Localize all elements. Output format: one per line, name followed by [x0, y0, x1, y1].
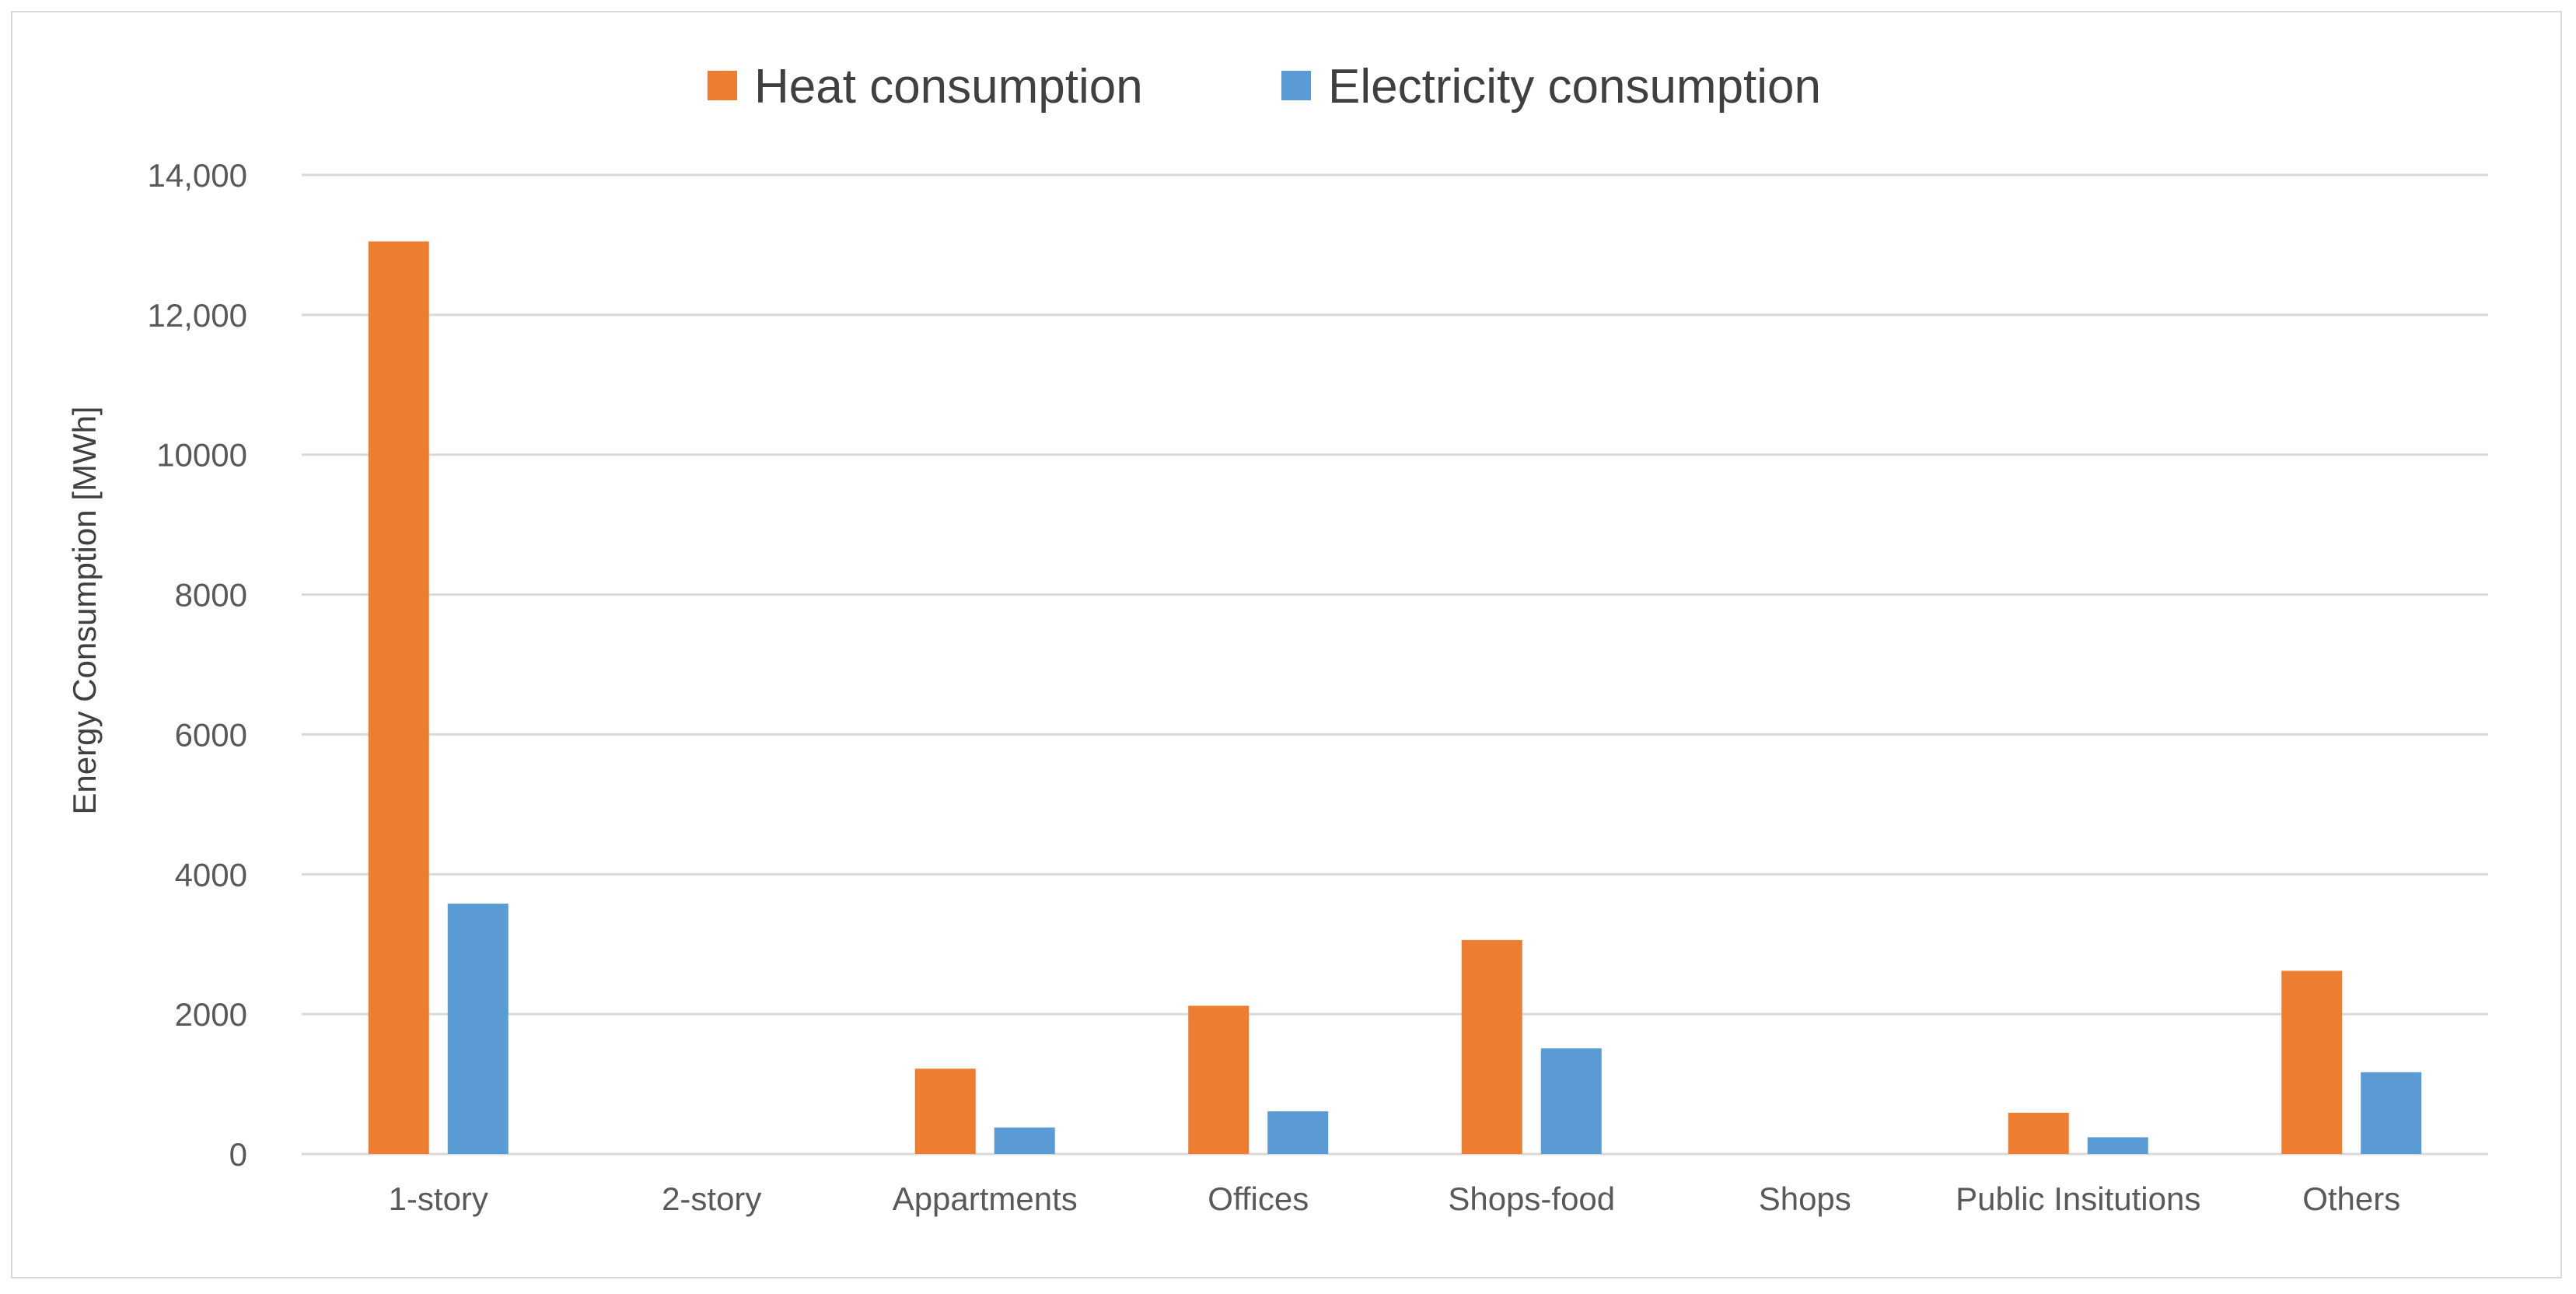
- legend-swatch-electricity: [1281, 71, 1311, 100]
- legend-label-heat: Heat consumption: [754, 60, 1143, 114]
- gridlines: [302, 173, 2488, 1156]
- bar-electricity: [2087, 1137, 2148, 1154]
- y-tick-label: 12,000: [148, 297, 247, 334]
- bar-electricity: [994, 1127, 1055, 1154]
- bar-heat: [1188, 1005, 1250, 1154]
- y-tick-label: 0: [229, 1136, 247, 1173]
- y-tick-label: 2000: [175, 996, 247, 1033]
- bar-heat: [2008, 1112, 2069, 1154]
- legend: Heat consumption Electricity consumption: [708, 60, 1821, 114]
- x-tick-label: Offices: [1208, 1180, 1309, 1217]
- bar-electricity: [2361, 1072, 2422, 1154]
- y-axis-title: Energy Consumption [MWh]: [66, 406, 103, 814]
- x-tick-label: Appartments: [893, 1180, 1078, 1217]
- y-tick-label: 6000: [175, 716, 247, 753]
- legend-label-electricity: Electricity consumption: [1328, 60, 1821, 114]
- y-tick-label: 14,000: [148, 157, 247, 194]
- bar-heat: [2281, 970, 2343, 1154]
- x-tick-label: Others: [2302, 1180, 2400, 1217]
- x-tick-label: Public Insitutions: [1956, 1180, 2200, 1217]
- x-tick-label: Shops: [1759, 1180, 1851, 1217]
- bar-electricity: [1267, 1111, 1329, 1154]
- legend-swatch-heat: [708, 71, 737, 100]
- bar-heat: [914, 1068, 976, 1154]
- bar-heat: [368, 241, 429, 1154]
- bar-electricity: [1540, 1048, 1602, 1154]
- chart-frame: [11, 11, 2562, 1278]
- y-tick-label: 10000: [156, 437, 247, 474]
- bar-electricity: [447, 904, 509, 1154]
- bars: [368, 241, 2422, 1154]
- x-tick-label: Shops-food: [1448, 1180, 1615, 1217]
- x-tick-label: 2-story: [662, 1180, 761, 1217]
- y-axis-ticks: 0 2000 4000 6000 8000 10000 12,000 14,000: [148, 157, 247, 1173]
- bar-heat: [1461, 939, 1522, 1154]
- y-tick-label: 4000: [175, 856, 247, 893]
- y-tick-label: 8000: [175, 577, 247, 614]
- x-axis-ticks: 1-story 2-story Appartments Offices Shops-fo…: [389, 1180, 2401, 1217]
- x-tick-label: 1-story: [389, 1180, 488, 1217]
